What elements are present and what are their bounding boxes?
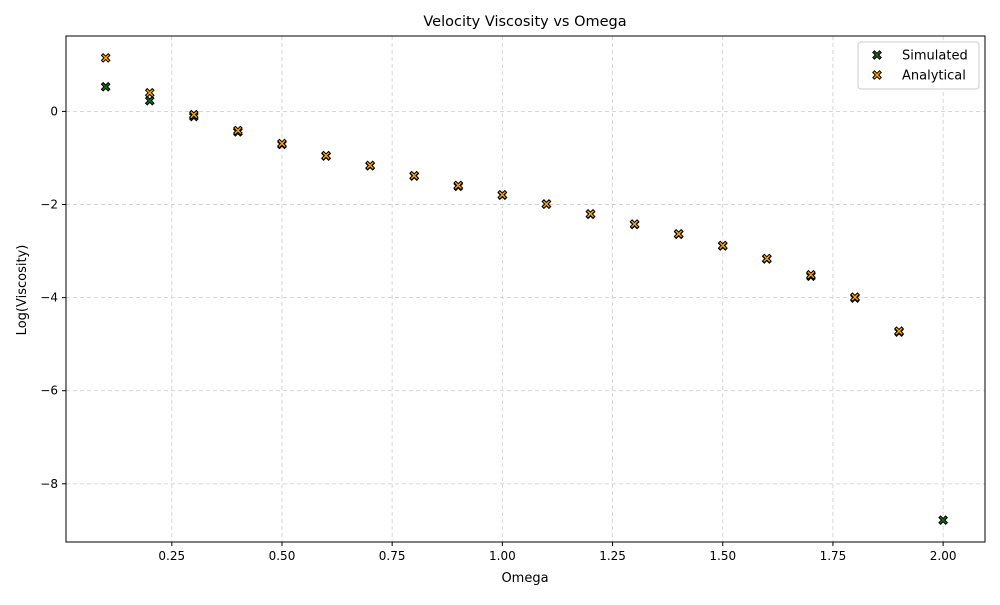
legend-box — [857, 41, 980, 90]
legend-label-simulated: Simulated — [902, 49, 968, 64]
data-point-analytical — [365, 160, 376, 171]
y-tick-label: −6 — [40, 384, 58, 398]
x-tick-label: 1.25 — [599, 549, 626, 563]
data-point-analytical — [277, 138, 287, 149]
data-point-analytical — [673, 228, 684, 239]
legend-marker-simulated — [872, 50, 882, 60]
x-tick-label: 0.25 — [158, 549, 185, 563]
y-tick-label: −2 — [40, 198, 58, 212]
x-tick-label: 1.75 — [820, 549, 847, 563]
data-point-analytical — [717, 240, 728, 251]
data-point-analytical — [321, 150, 331, 161]
x-tick-label: 1.00 — [489, 549, 516, 563]
data-point-analytical — [805, 269, 816, 280]
x-tick-label: 2.00 — [930, 549, 957, 563]
data-point-analytical — [188, 109, 199, 120]
x-tick-label: 0.50 — [269, 549, 296, 563]
legend: Simulated Analytical — [857, 41, 980, 90]
data-point-analytical — [232, 125, 243, 136]
data-point-analytical — [894, 326, 904, 337]
data-points — [100, 52, 949, 526]
chart-title: Velocity Viscosity vs Omega — [423, 14, 626, 30]
data-point-analytical — [850, 292, 860, 303]
grid — [66, 36, 985, 542]
data-point-simulated — [100, 81, 111, 92]
y-tick-label: −4 — [40, 291, 58, 305]
data-point-analytical — [541, 199, 552, 209]
data-point-simulated — [144, 95, 155, 106]
data-point-simulated — [938, 515, 949, 526]
y-axis-label: Log(Viscosity) — [15, 245, 30, 336]
y-axis-ticks: −8 −6 −4 −2 0 — [40, 104, 66, 491]
data-point-analytical — [409, 170, 420, 181]
series-simulated — [100, 81, 949, 526]
x-tick-label: 1.50 — [709, 549, 736, 563]
x-tick-label: 0.75 — [379, 549, 406, 563]
data-point-analytical — [497, 189, 508, 200]
plot-frame — [65, 35, 986, 543]
legend-label-analytical: Analytical — [902, 69, 966, 84]
series-analytical — [100, 52, 904, 337]
x-axis-label: Omega — [501, 571, 548, 586]
legend-marker-analytical — [872, 70, 882, 80]
data-point-analytical — [585, 208, 596, 219]
data-point-analytical — [453, 180, 464, 191]
y-tick-label: 0 — [50, 104, 58, 118]
data-point-analytical — [761, 253, 772, 264]
data-point-analytical — [100, 52, 111, 63]
data-point-analytical — [629, 219, 640, 229]
x-axis-ticks: 0.25 0.50 0.75 1.00 1.25 1.50 1.75 2.00 — [158, 542, 956, 563]
data-point-analytical — [144, 87, 155, 98]
y-tick-label: −8 — [40, 477, 58, 491]
